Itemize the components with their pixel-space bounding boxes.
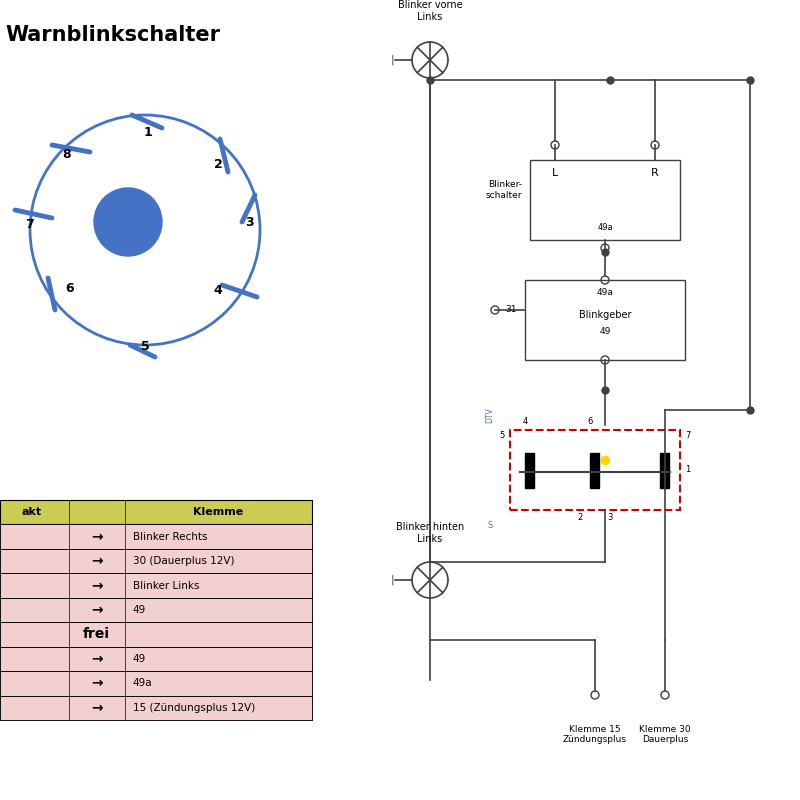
Text: Klemme: Klemme xyxy=(194,507,243,518)
Text: L: L xyxy=(552,168,558,178)
Text: 4: 4 xyxy=(522,418,528,426)
Text: R: R xyxy=(651,168,659,178)
Bar xyxy=(0,622,312,646)
Text: akt: akt xyxy=(21,507,41,518)
Circle shape xyxy=(94,188,162,256)
Text: 7: 7 xyxy=(686,430,690,439)
Text: →: → xyxy=(91,676,102,690)
Text: 30 (Dauerplus 12V): 30 (Dauerplus 12V) xyxy=(133,556,234,566)
Text: 1: 1 xyxy=(144,126,152,138)
Text: Blinker vorne
Links: Blinker vorne Links xyxy=(398,0,462,22)
Bar xyxy=(590,453,599,488)
Text: DTV: DTV xyxy=(486,407,494,423)
Text: Klemme 15
Zündungsplus: Klemme 15 Zündungsplus xyxy=(563,725,627,744)
Text: →: → xyxy=(91,530,102,544)
Text: →: → xyxy=(91,652,102,666)
Bar xyxy=(525,280,685,360)
Text: 49a: 49a xyxy=(133,678,153,688)
Bar xyxy=(0,500,312,525)
Text: |: | xyxy=(390,574,394,586)
Text: 6: 6 xyxy=(587,418,593,426)
Text: Blinker Rechts: Blinker Rechts xyxy=(133,532,207,542)
Text: →: → xyxy=(91,603,102,617)
Text: 7: 7 xyxy=(26,218,34,230)
Text: 5: 5 xyxy=(141,341,150,354)
Text: Blinker hinten
Links: Blinker hinten Links xyxy=(396,522,464,544)
Text: 31: 31 xyxy=(506,306,517,314)
Text: 3: 3 xyxy=(607,514,613,522)
Text: |: | xyxy=(390,54,394,66)
Text: 49: 49 xyxy=(133,654,146,664)
Text: 1: 1 xyxy=(686,466,690,474)
Text: 6: 6 xyxy=(66,282,74,294)
Bar xyxy=(660,453,669,488)
Text: 49: 49 xyxy=(133,605,146,615)
Text: →: → xyxy=(91,554,102,568)
Text: →: → xyxy=(91,701,102,714)
Text: 2: 2 xyxy=(578,514,582,522)
Text: 49: 49 xyxy=(599,327,610,337)
Bar xyxy=(0,574,312,598)
Text: 5: 5 xyxy=(499,430,505,439)
Text: 8: 8 xyxy=(62,149,71,162)
Bar xyxy=(0,525,312,549)
Text: 49a: 49a xyxy=(597,223,613,232)
Text: 49a: 49a xyxy=(597,288,614,297)
Text: →: → xyxy=(91,578,102,593)
Bar xyxy=(530,160,680,240)
Bar xyxy=(0,671,312,695)
Text: Blinkgeber: Blinkgeber xyxy=(578,310,631,320)
Bar xyxy=(525,453,534,488)
Text: Klemme 30
Dauerplus: Klemme 30 Dauerplus xyxy=(639,725,691,744)
Text: 4: 4 xyxy=(214,283,222,297)
Text: 2: 2 xyxy=(214,158,222,171)
Bar xyxy=(0,598,312,622)
Text: S: S xyxy=(487,521,493,530)
Text: Blinker Links: Blinker Links xyxy=(133,581,199,590)
Text: 3: 3 xyxy=(246,215,254,229)
Text: frei: frei xyxy=(83,627,110,642)
Text: 15 (Zündungsplus 12V): 15 (Zündungsplus 12V) xyxy=(133,702,255,713)
Bar xyxy=(510,430,680,510)
Text: Blinker-
schalter: Blinker- schalter xyxy=(486,180,522,200)
Text: Warnblinkschalter: Warnblinkschalter xyxy=(5,25,220,45)
Bar xyxy=(0,695,312,720)
Bar xyxy=(0,549,312,574)
Bar xyxy=(0,646,312,671)
